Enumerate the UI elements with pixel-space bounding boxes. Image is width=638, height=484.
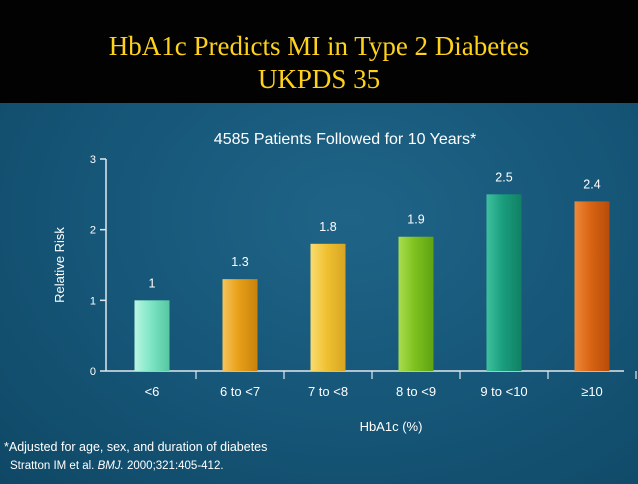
citation-authors: Stratton IM et al.: [10, 460, 95, 472]
citation-journal: BMJ.: [97, 460, 124, 472]
y-axis-label: Relative Risk: [52, 227, 67, 303]
bar-value-label: 2.4: [583, 177, 600, 191]
y-tick-label: 0: [90, 366, 96, 378]
footnote: *Adjusted for age, sex, and duration of …: [4, 440, 268, 454]
citation: Stratton IM et al. BMJ. 2000;321:405-412…: [10, 460, 224, 472]
chart-title: 4585 Patients Followed for 10 Years*: [214, 131, 476, 148]
x-tick-label: 7 to <8: [308, 384, 348, 399]
citation-detail: 2000;321:405-412.: [126, 460, 224, 472]
x-tick-label: 9 to <10: [480, 384, 527, 399]
x-tick-label: ≥10: [581, 384, 603, 399]
bar-value-label: 1.9: [407, 213, 424, 227]
x-axis-label: HbA1c (%): [360, 419, 423, 434]
bar: [486, 194, 522, 371]
bar-value-label: 1.8: [319, 220, 336, 234]
bar: [134, 300, 170, 371]
y-tick-label: 1: [90, 295, 96, 307]
slide-subtitle: UKPDS 35: [257, 64, 381, 94]
bar: [222, 279, 258, 371]
slide-title: HbA1c Predicts MI in Type 2 Diabetes: [108, 31, 530, 61]
x-tick-label: 6 to <7: [220, 384, 260, 399]
y-tick-label: 2: [90, 225, 96, 237]
bar: [574, 201, 610, 371]
bar: [398, 236, 434, 371]
bar-value-label: 1.3: [231, 255, 248, 269]
bar: [310, 243, 346, 371]
title-band: HbA1c Predicts MI in Type 2 Diabetes UKP…: [0, 0, 638, 103]
y-tick-label: 3: [90, 154, 96, 166]
bar-value-label: 2.5: [495, 170, 512, 184]
x-tick-label: <6: [145, 384, 160, 399]
x-tick-label: 8 to <9: [396, 384, 436, 399]
bar-value-label: 1: [149, 276, 156, 290]
